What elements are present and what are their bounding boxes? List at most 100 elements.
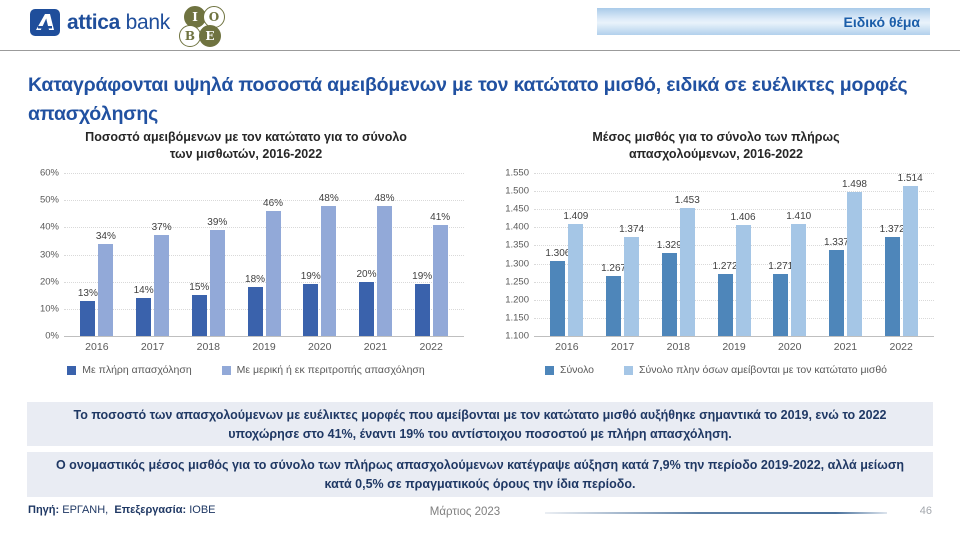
bar-value-label: 34%: [95, 230, 116, 242]
special-topic-banner: Ειδικό θέμα: [597, 8, 930, 35]
bar: 34%: [96, 231, 116, 336]
y-tick-label: 1.300: [505, 258, 529, 270]
bar: 1.267: [601, 263, 626, 336]
bar-value-label: 1.329: [656, 240, 682, 252]
bar-value-label: 1.498: [841, 178, 867, 190]
bar-value-label: 1.374: [619, 223, 645, 235]
x-axis-labels: 2016 2017 2018 2019 2020 2021 2022: [534, 341, 934, 353]
bar: 19%: [412, 271, 432, 336]
bar-groups: 1.306 1.409 1.267 1.374 1.329 1.453 1.272 1.406…: [534, 173, 934, 336]
y-tick-label: 40%: [39, 221, 59, 233]
bar-groups: 13% 34% 14% 37% 15% 39% 18% 46% 19% 48% 20% 48% 19% 4…: [64, 173, 464, 336]
bar-value-label: 37%: [151, 222, 172, 234]
bar-group-2018: 15% 39%: [180, 173, 236, 336]
y-axis: 60% 50% 40% 30% 20% 10% 0%: [28, 168, 64, 342]
chart-title: Μέσος μισθός για το σύνολο των πλήρως απ…: [592, 130, 840, 161]
bar: 46%: [263, 198, 283, 336]
bar-value-label: 48%: [374, 192, 395, 204]
bar-group-2020: 1.271 1.410: [762, 173, 818, 336]
page-number: 46: [919, 505, 932, 517]
header-divider: [0, 50, 960, 51]
legend-item: Με πλήρη απασχόληση: [67, 364, 192, 376]
iobe-letter-b: B: [179, 25, 201, 47]
y-tick-label: 50%: [39, 194, 59, 206]
gridline: [64, 254, 464, 256]
y-tick-label: 1.500: [505, 185, 529, 197]
x-axis-label: 2017: [140, 341, 165, 353]
gridline: [534, 191, 934, 193]
y-tick-label: 60%: [39, 167, 59, 179]
gridline: [64, 308, 464, 310]
plot-area: 13% 34% 14% 37% 15% 39% 18% 46% 19% 48% 20% 48% 19% 4…: [64, 173, 464, 337]
bar: 1.406: [731, 212, 756, 336]
gridline: [534, 173, 934, 174]
iobe-letter-o: O: [203, 6, 225, 28]
bar-group-2019: 1.272 1.406: [706, 173, 762, 336]
bar: 1.372: [880, 224, 905, 336]
x-axis-label: 2020: [778, 341, 802, 353]
gridline: [64, 227, 464, 229]
bar-group-2021: 20% 48%: [348, 173, 404, 336]
bar-value-label: 48%: [318, 192, 339, 204]
legend-label: Με πλήρη απασχόληση: [82, 364, 192, 376]
plot-wrap: 1.550 1.500 1.450 1.400 1.350 1.300 1.250 1.200…: [498, 168, 934, 342]
slide-title: Καταγράφονται υψηλά ποσοστά αμειβόμενων …: [28, 74, 908, 126]
bar: 1.306: [545, 248, 570, 336]
plot-wrap: 60% 50% 40% 30% 20% 10% 0% 13% 34% 14% 37% 15% 39% 1…: [28, 168, 464, 342]
x-axis-label: 2017: [610, 341, 635, 353]
chart-minimum-wage-share: Ποσοστό αμειβόμενων με τον κατώτατο για …: [28, 129, 464, 376]
x-axis-label: 2020: [308, 341, 332, 353]
bar: 37%: [152, 222, 172, 336]
bar: 1.272: [713, 261, 738, 336]
bar: 15%: [189, 282, 209, 336]
source-note: Πηγή: ΕΡΓΑΝΗ, Επεξεργασία: ΙΟΒΕ: [28, 504, 216, 516]
processing-label: Επεξεργασία:: [114, 504, 187, 516]
y-tick-label: 1.200: [505, 294, 529, 306]
bar: 1.410: [786, 211, 811, 336]
gridline: [534, 227, 934, 229]
bar-value-label: 1.406: [730, 212, 756, 224]
gridline: [534, 209, 934, 211]
y-tick-label: 1.450: [505, 203, 529, 215]
bar-group-2018: 1.329 1.453: [650, 173, 706, 336]
legend-item: Με μερική ή εκ περιτροπής απασχόληση: [221, 364, 425, 376]
gridline: [64, 200, 464, 202]
bar: 41%: [430, 212, 450, 336]
footer-decorative-line: [545, 512, 887, 514]
bar-value-label: 18%: [245, 274, 266, 286]
charts-row: Ποσοστό αμειβόμενων με τον κατώτατο για …: [28, 129, 934, 376]
bar: 1.514: [898, 173, 923, 336]
bar-group-2017: 1.267 1.374: [595, 173, 651, 336]
gridline: [534, 245, 934, 247]
y-tick-label: 1.100: [505, 330, 529, 342]
bar-value-label: 20%: [356, 268, 377, 280]
bar-group-2022: 1.372 1.514: [873, 173, 929, 336]
bar-value-label: 46%: [263, 198, 284, 210]
attica-bank-logo: attica bank: [30, 9, 170, 36]
gridline: [534, 263, 934, 265]
legend-label: Σύνολο πλην όσων αμείβονται με τον κατώτ…: [639, 364, 888, 376]
bar: 39%: [207, 217, 227, 336]
bar-value-label: 1.410: [786, 210, 812, 222]
highlight-box-flexible-employment: Το ποσοστό των απασχολούμενων με ευέλικτ…: [27, 402, 933, 446]
legend-swatch-icon: [67, 365, 77, 375]
bar-value-label: 1.267: [601, 262, 627, 274]
bar: 19%: [301, 271, 321, 336]
x-axis-label: 2022: [889, 341, 913, 353]
bar: 18%: [245, 274, 265, 336]
gridline: [64, 281, 464, 283]
y-tick-label: 10%: [39, 303, 59, 315]
x-axis-label: 2019: [722, 341, 746, 353]
bar-value-label: 1.514: [897, 173, 923, 185]
bar-value-label: 19%: [412, 271, 433, 283]
chart-title: Ποσοστό αμειβόμενων με τον κατώτατο για …: [85, 130, 407, 161]
x-axis-label: 2021: [363, 341, 388, 353]
y-axis: 1.550 1.500 1.450 1.400 1.350 1.300 1.250 1.200…: [498, 168, 534, 342]
bar-group-2016: 13% 34%: [69, 173, 125, 336]
x-axis-label: 2019: [252, 341, 276, 353]
x-axis-label: 2016: [555, 341, 579, 353]
y-tick-label: 1.550: [505, 167, 529, 179]
y-tick-label: 1.350: [505, 239, 529, 251]
legend-swatch-icon: [624, 365, 634, 375]
gridline: [534, 299, 934, 301]
